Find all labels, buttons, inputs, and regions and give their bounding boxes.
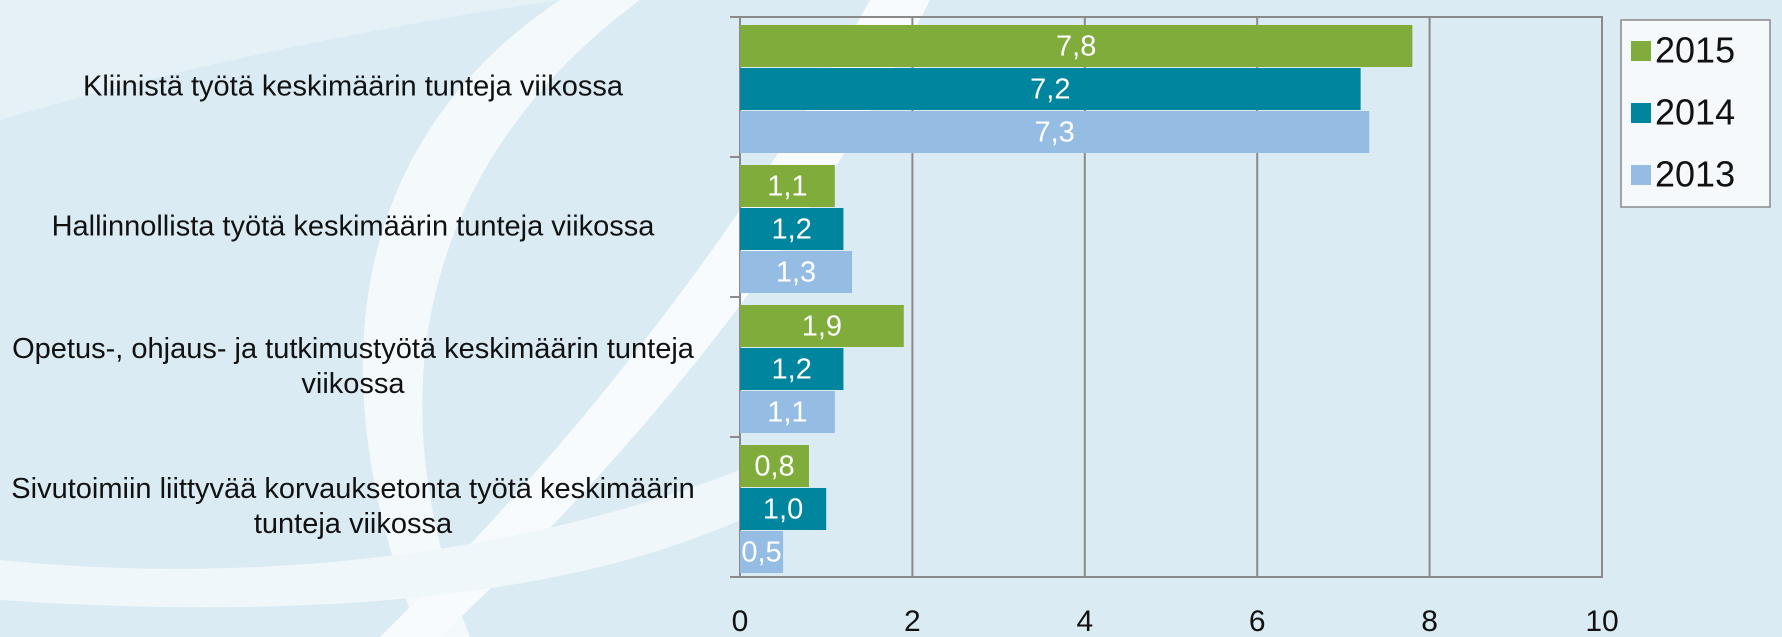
bar: [740, 111, 1370, 153]
value-label: 7,3: [1034, 117, 1074, 149]
y-tick-label: Sivutoimiin liittyvää korvauksetonta työ…: [11, 473, 695, 540]
bar: [740, 531, 784, 573]
bar: [740, 251, 853, 293]
bar: [740, 348, 844, 390]
value-label: 1,9: [802, 311, 842, 343]
x-tick-label: 8: [1421, 605, 1438, 637]
bar: [740, 25, 1413, 67]
bar: [740, 165, 835, 207]
value-label: 1,1: [767, 397, 807, 429]
legend-swatch: [1631, 41, 1651, 61]
value-label: 1,3: [776, 257, 816, 289]
legend-swatch: [1631, 165, 1651, 185]
x-tick-label: 10: [1585, 605, 1618, 637]
bar: [740, 445, 809, 487]
value-label: 7,8: [1056, 31, 1096, 63]
bar: [740, 391, 835, 433]
legend-label: 2013: [1655, 154, 1735, 195]
bar: [740, 305, 904, 347]
value-label: 1,0: [763, 494, 803, 526]
y-tick-label: Hallinnollista työtä keskimäärin tunteja…: [51, 210, 655, 243]
y-tick-label: Opetus-, ohjaus- ja tutkimustyötä keskim…: [12, 333, 694, 400]
value-label: 1,2: [772, 354, 812, 386]
bar: [740, 208, 844, 250]
y-tick-label: Kliinistä työtä keskimäärin tunteja viik…: [83, 70, 623, 103]
legend-label: 2015: [1655, 30, 1735, 71]
background-swoosh: [380, 0, 930, 637]
value-label: 7,2: [1030, 74, 1070, 106]
legend-swatch: [1631, 103, 1651, 123]
bar: [740, 488, 827, 530]
value-label: 1,1: [767, 171, 807, 203]
value-label: 0,5: [741, 537, 781, 569]
x-tick-label: 2: [904, 605, 921, 637]
x-tick-label: 6: [1249, 605, 1266, 637]
x-tick-label: 0: [732, 605, 749, 637]
bar: [740, 68, 1361, 110]
legend-label: 2014: [1655, 92, 1735, 133]
background-swoosh: [362, 0, 640, 637]
value-label: 1,2: [772, 214, 812, 246]
value-label: 0,8: [754, 451, 794, 483]
x-tick-label: 4: [1076, 605, 1093, 637]
background-swoosh: [0, 470, 740, 608]
